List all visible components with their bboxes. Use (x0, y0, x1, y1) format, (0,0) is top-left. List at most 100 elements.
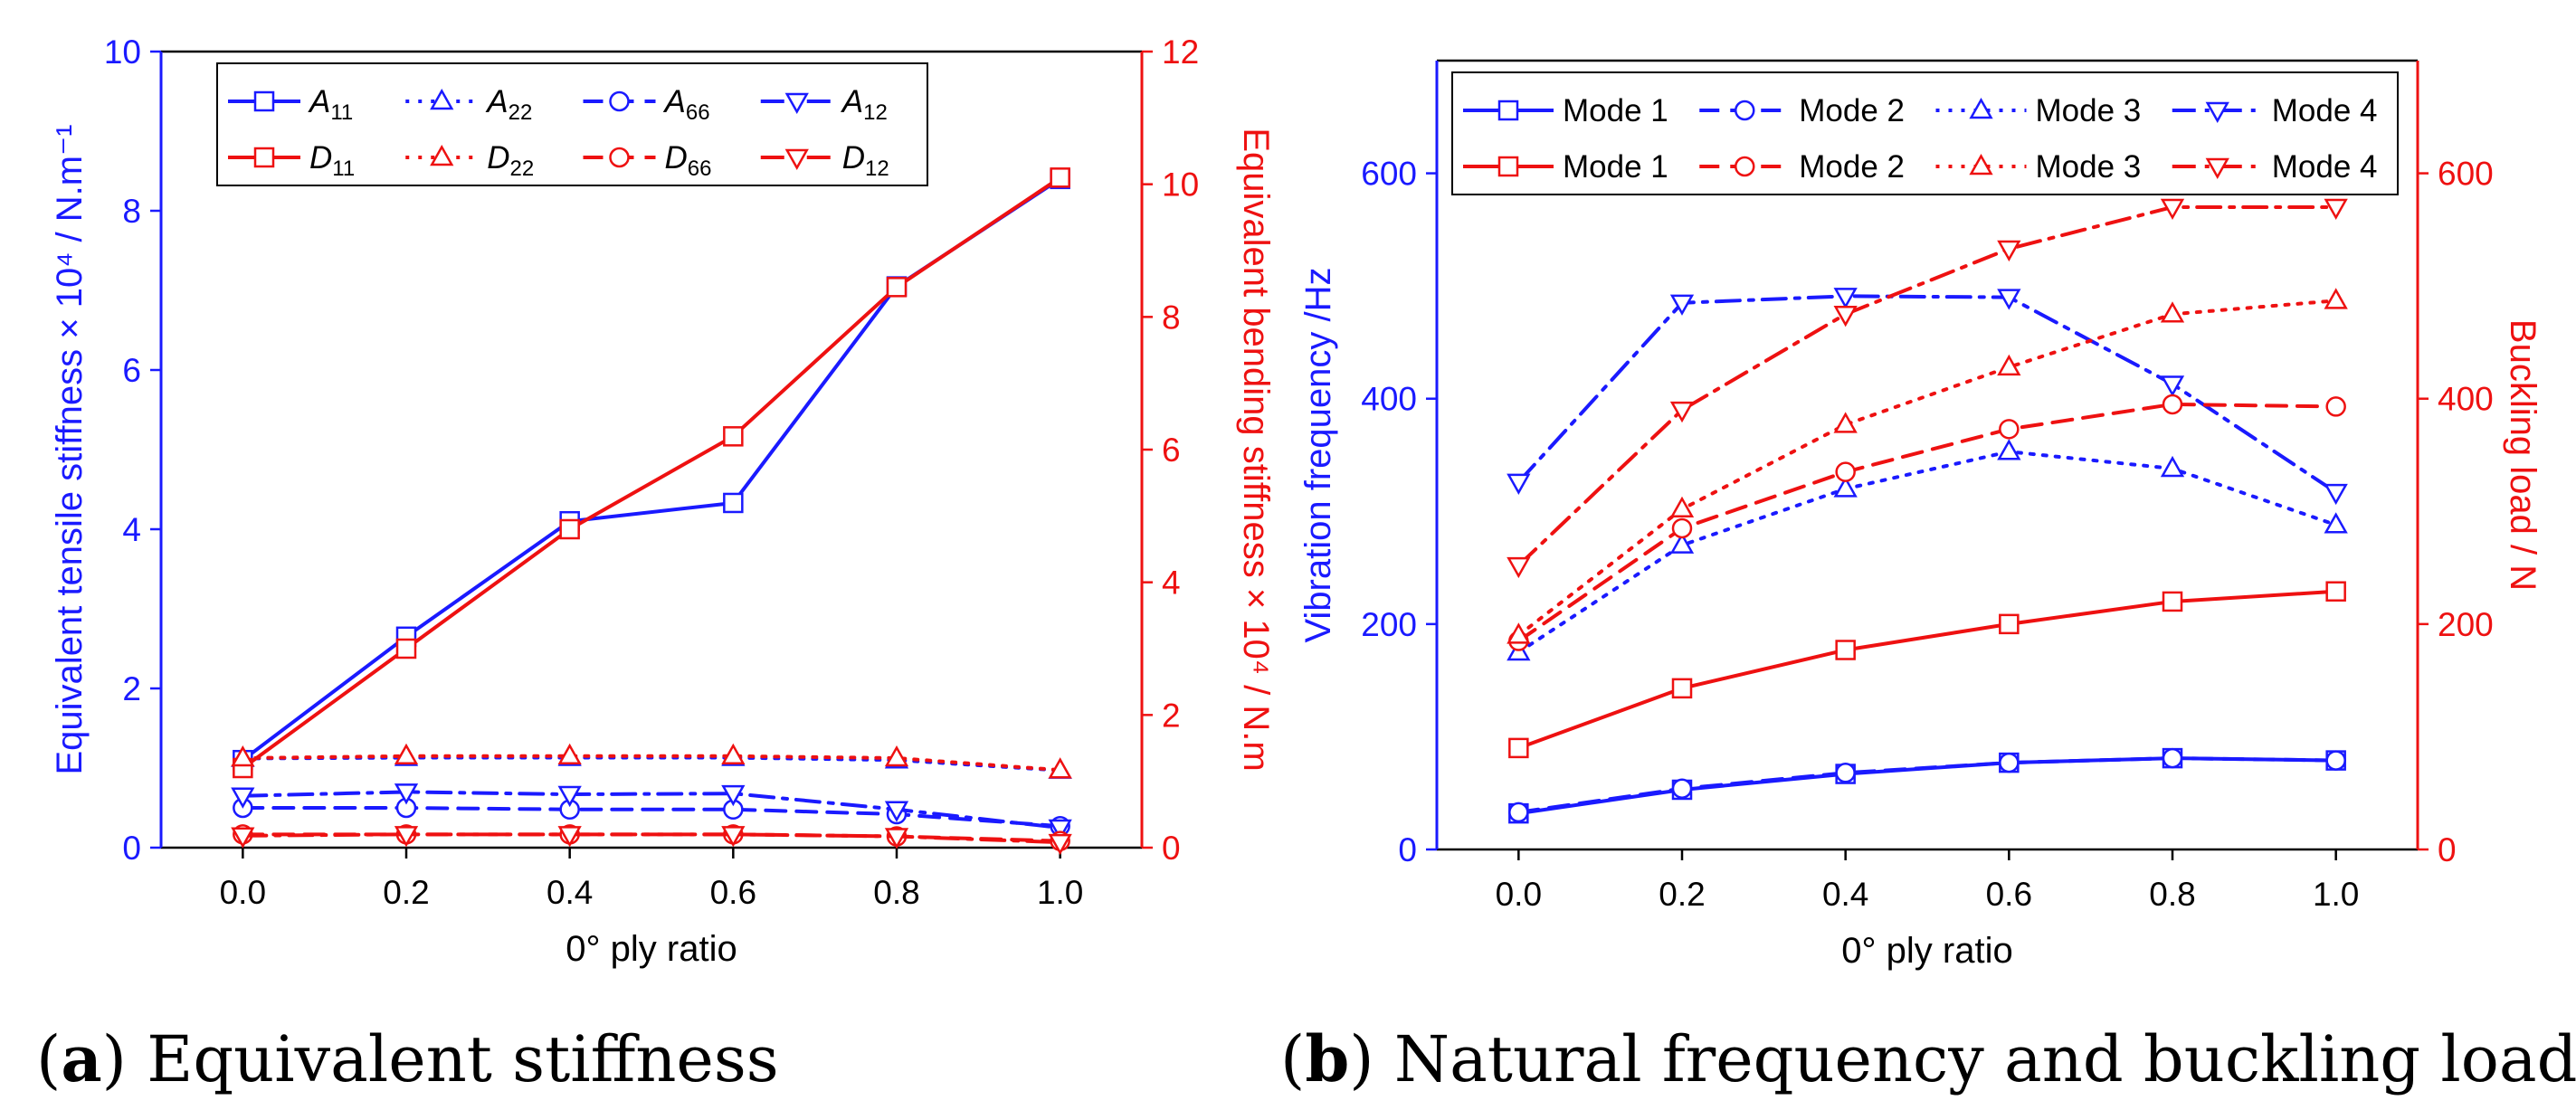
legend-label-subscript: 11 (332, 157, 355, 181)
series-mode-3-right (1507, 288, 2348, 644)
series-mode-4-right (1507, 198, 2348, 579)
data-point (1669, 294, 1695, 316)
legend-item: Mode 3 (1935, 149, 2142, 185)
series-line (241, 790, 1062, 830)
data-point (1833, 476, 1858, 498)
left-y-axis-title: Vibration frequency /Hz (1298, 267, 1338, 642)
panel-a-equivalent-stiffness: 0.0 0.2 0.4 0.6 0.8 1.0 0 2 4 6 8 10 0 2 4 6 8 10 12 0° ply… (50, 33, 1276, 969)
data-point (1833, 412, 1858, 433)
data-point (884, 745, 909, 767)
data-point (559, 518, 580, 540)
series-mode-2-left (1508, 747, 2346, 823)
series-a11-left (233, 168, 1070, 771)
legend-swatch-marker (1497, 100, 1519, 121)
series-line (241, 754, 1062, 773)
legend-frame (1451, 71, 2399, 195)
legend-label: A22 (485, 84, 532, 125)
legend-swatch-marker (784, 92, 809, 115)
data-point (1835, 763, 1856, 783)
caption-paren: ( (1280, 1022, 1305, 1096)
caption-paren: ( (36, 1022, 61, 1096)
data-point (231, 745, 255, 767)
legend-swatch-marker (430, 88, 454, 110)
x-tick-label: 0.4 (1822, 876, 1868, 913)
series-a12-left (231, 783, 1072, 841)
legend-swatch-marker (253, 147, 275, 168)
left-y-tick-label: 10 (104, 33, 141, 71)
x-axis-title: 0° ply ratio (1841, 931, 2012, 971)
legend-item: A12 (760, 84, 888, 125)
data-point (394, 826, 419, 848)
data-point (723, 426, 744, 447)
legend-swatch-marker (1969, 97, 1993, 119)
captions: (a) Equivalent stiffness (b) Natural freq… (36, 1021, 2576, 1096)
series-mode-1-right (1508, 581, 2346, 759)
legend-label-symbol: A (841, 84, 863, 119)
legend-label-symbol: D (487, 140, 509, 176)
x-tick-label: 0.0 (1496, 876, 1542, 913)
x-tick-label: 0.2 (1659, 876, 1705, 913)
data-point (2162, 591, 2183, 612)
legend-label: A11 (308, 84, 353, 125)
data-point (1671, 678, 1693, 699)
data-point (2325, 396, 2346, 417)
data-point (1507, 473, 1531, 495)
left-y-tick-label: 0 (1398, 831, 1417, 868)
left-y-axis-title: Equivalent tensile stiffness × 10⁴ / N.m… (50, 124, 90, 774)
legend-label: D66 (665, 140, 712, 181)
legend-item: A22 (405, 84, 532, 125)
caption-text: Equivalent stiffness (147, 1022, 778, 1096)
data-point (231, 787, 255, 809)
series-mode-4-left (1507, 288, 2348, 506)
legend-label-symbol: D (665, 140, 688, 176)
legend-label-symbol: A (663, 84, 686, 119)
caption-a: (a) Equivalent stiffness (36, 1021, 779, 1096)
legend-swatch-marker (430, 144, 454, 166)
right-y-tick-label: 0 (2438, 831, 2457, 868)
data-point (2324, 198, 2348, 220)
x-tick-label: 0.2 (383, 874, 429, 911)
caption-b: (b) Natural frequency and buckling load (1280, 1021, 2576, 1096)
caption-label: a (61, 1021, 101, 1096)
series-line (1516, 756, 2338, 814)
left-y-tick-label: 0 (122, 830, 141, 867)
series-mode-2-right (1508, 394, 2346, 651)
legend-swatch-marker (609, 147, 630, 168)
legend-label: Mode 1 (1563, 149, 1668, 185)
series-line (241, 176, 1062, 763)
legend-label: Mode 2 (1799, 93, 1905, 128)
legend-item: Mode 2 (1699, 149, 1905, 185)
series-line (1516, 402, 2338, 643)
right-y-tick-label: 4 (1162, 564, 1181, 602)
legend-label: D22 (487, 140, 534, 181)
panel-b-frequency-buckling: 0.0 0.2 0.4 0.6 0.8 1.0 0 200 400 600 0 200 400 600 0°… (1298, 59, 2543, 971)
data-point (2324, 483, 2348, 506)
legend-swatch-marker (253, 90, 275, 112)
x-tick-label: 0.4 (547, 874, 593, 911)
data-point (2324, 512, 2348, 534)
legend-label-subscript: 66 (686, 100, 710, 125)
legend-item: Mode 1 (1463, 149, 1668, 185)
data-point (557, 826, 582, 848)
data-point (1833, 306, 1858, 327)
right-y-tick-label: 200 (2438, 606, 2494, 643)
series-line (1516, 204, 2338, 568)
legend-label-symbol: D (309, 140, 332, 176)
right-y-tick-label: 2 (1162, 697, 1181, 734)
series-line (241, 832, 1062, 845)
data-point (2160, 198, 2185, 220)
legend-label: Mode 3 (2036, 149, 2142, 185)
legend-item: Mode 4 (2172, 149, 2378, 185)
legend-frame (216, 62, 928, 186)
legend-item: D22 (405, 140, 534, 181)
right-y-tick-label: 10 (1162, 166, 1199, 204)
x-axis-title: 0° ply ratio (566, 929, 737, 969)
series-line (241, 176, 1062, 770)
left-y-tick-label: 2 (122, 670, 141, 707)
legend-item: D12 (760, 140, 889, 181)
legend-label-symbol: D (842, 140, 865, 176)
series-d22-right (231, 743, 1072, 779)
data-point (721, 826, 746, 848)
data-point (721, 743, 746, 765)
